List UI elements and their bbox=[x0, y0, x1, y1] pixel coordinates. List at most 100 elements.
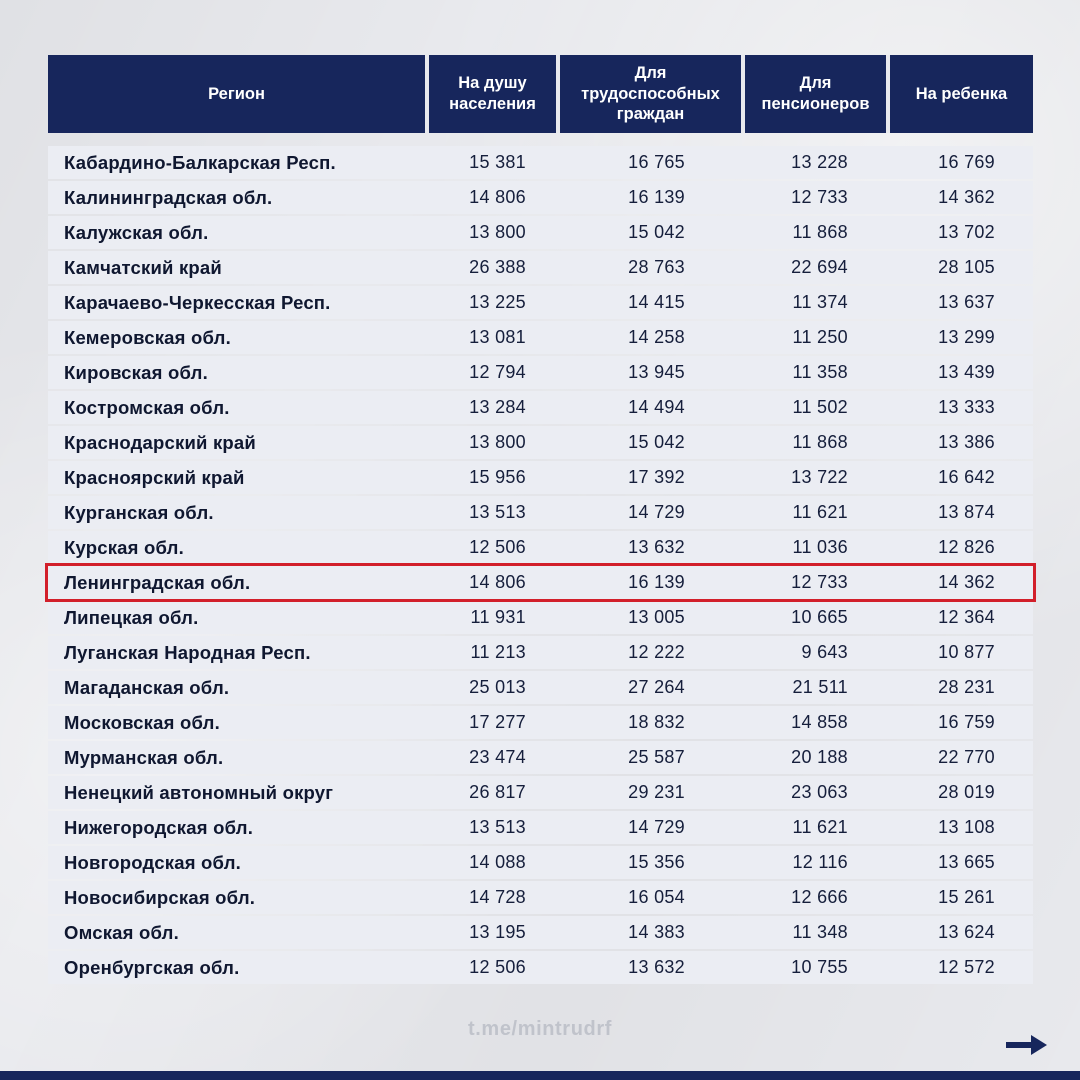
value-cell: 13 333 bbox=[938, 397, 995, 417]
value-cell: 13 386 bbox=[938, 432, 995, 452]
value-cell: 18 832 bbox=[628, 712, 685, 732]
value-cell: 14 728 bbox=[469, 887, 526, 907]
table-row-highlighted: Ленинградская обл. 14 806 16 139 12 733 14 3… bbox=[48, 566, 1033, 599]
region-name: Мурманская обл. bbox=[64, 746, 224, 768]
value-cell: 14 806 bbox=[469, 572, 526, 592]
value-cell: 10 665 bbox=[791, 607, 848, 627]
table-row: Липецкая обл. 11 931 13 005 10 665 12 364 bbox=[48, 601, 1033, 634]
next-arrow-icon[interactable] bbox=[1004, 1034, 1048, 1056]
value-cell: 22 770 bbox=[938, 747, 995, 767]
subsistence-minimum-table: Регион На душу населения Для трудоспособ… bbox=[48, 55, 1033, 986]
value-cell: 13 637 bbox=[938, 292, 995, 312]
value-cell: 29 231 bbox=[628, 782, 685, 802]
value-cell: 13 299 bbox=[938, 327, 995, 347]
region-name: Краснодарский край bbox=[64, 431, 256, 453]
value-cell: 14 729 bbox=[628, 817, 685, 837]
value-cell: 16 759 bbox=[938, 712, 995, 732]
value-cell: 22 694 bbox=[791, 257, 848, 277]
value-cell: 16 765 bbox=[628, 152, 685, 172]
value-cell: 12 826 bbox=[938, 537, 995, 557]
column-header-region: Регион bbox=[48, 55, 425, 133]
region-name: Камчатский край bbox=[64, 256, 222, 278]
value-cell: 14 806 bbox=[469, 187, 526, 207]
table-body: Кабардино-Балкарская Респ. 15 381 16 765 13… bbox=[48, 146, 1033, 984]
value-cell: 16 054 bbox=[628, 887, 685, 907]
region-name: Липецкая обл. bbox=[64, 606, 199, 628]
table-row: Курская обл. 12 506 13 632 11 036 12 826 bbox=[48, 531, 1033, 564]
value-cell: 11 348 bbox=[792, 922, 848, 942]
region-name: Магаданская обл. bbox=[64, 676, 230, 698]
table-row: Краснодарский край 13 800 15 042 11 868 13 3… bbox=[48, 426, 1033, 459]
value-cell: 14 258 bbox=[628, 327, 685, 347]
value-cell: 11 621 bbox=[792, 817, 848, 837]
value-cell: 25 013 bbox=[469, 677, 526, 697]
region-name: Костромская обл. bbox=[64, 396, 230, 418]
region-name: Калужская обл. bbox=[64, 221, 209, 243]
region-name: Курская обл. bbox=[64, 536, 184, 558]
region-name: Красноярский край bbox=[64, 466, 245, 488]
value-cell: 11 036 bbox=[792, 537, 848, 557]
value-cell: 13 081 bbox=[469, 327, 526, 347]
value-cell: 20 188 bbox=[791, 747, 848, 767]
value-cell: 12 572 bbox=[938, 957, 995, 977]
table-row: Костромская обл. 13 284 14 494 11 502 13 333 bbox=[48, 391, 1033, 424]
value-cell: 13 284 bbox=[469, 397, 526, 417]
bottom-accent-bar bbox=[0, 1071, 1080, 1080]
region-name: Новгородская обл. bbox=[64, 851, 241, 873]
value-cell: 13 108 bbox=[938, 817, 995, 837]
value-cell: 15 956 bbox=[469, 467, 526, 487]
value-cell: 12 666 bbox=[791, 887, 848, 907]
column-header-child: На ребенка bbox=[886, 55, 1033, 133]
table-row: Московская обл. 17 277 18 832 14 858 16 759 bbox=[48, 706, 1033, 739]
value-cell: 15 042 bbox=[628, 222, 685, 242]
value-cell: 14 362 bbox=[938, 572, 995, 592]
table-row: Новгородская обл. 14 088 15 356 12 116 13 66… bbox=[48, 846, 1033, 879]
value-cell: 27 264 bbox=[628, 677, 685, 697]
value-cell: 14 494 bbox=[628, 397, 685, 417]
value-cell: 12 364 bbox=[938, 607, 995, 627]
table-row: Нижегородская обл. 13 513 14 729 11 621 13 1… bbox=[48, 811, 1033, 844]
value-cell: 14 858 bbox=[791, 712, 848, 732]
value-cell: 13 945 bbox=[628, 362, 685, 382]
value-cell: 11 374 bbox=[792, 292, 848, 312]
column-header-per-capita: На душу населения bbox=[425, 55, 556, 133]
value-cell: 13 439 bbox=[938, 362, 995, 382]
value-cell: 13 702 bbox=[938, 222, 995, 242]
value-cell: 28 105 bbox=[938, 257, 995, 277]
value-cell: 12 506 bbox=[469, 957, 526, 977]
value-cell: 11 621 bbox=[792, 502, 848, 522]
value-cell: 14 415 bbox=[628, 292, 685, 312]
value-cell: 14 729 bbox=[628, 502, 685, 522]
table-row: Кировская обл. 12 794 13 945 11 358 13 439 bbox=[48, 356, 1033, 389]
region-name: Карачаево-Черкесская Респ. bbox=[64, 291, 331, 313]
region-name: Московская обл. bbox=[64, 711, 220, 733]
region-name: Луганская Народная Респ. bbox=[64, 641, 311, 663]
value-cell: 11 868 bbox=[792, 222, 848, 242]
value-cell: 13 632 bbox=[628, 957, 685, 977]
value-cell: 13 632 bbox=[628, 537, 685, 557]
value-cell: 14 362 bbox=[938, 187, 995, 207]
value-cell: 11 213 bbox=[470, 642, 526, 662]
value-cell: 13 225 bbox=[469, 292, 526, 312]
value-cell: 23 474 bbox=[469, 747, 526, 767]
table-row: Калининградская обл. 14 806 16 139 12 733 14… bbox=[48, 181, 1033, 214]
value-cell: 9 643 bbox=[801, 642, 848, 662]
value-cell: 14 383 bbox=[628, 922, 685, 942]
value-cell: 13 665 bbox=[938, 852, 995, 872]
value-cell: 11 358 bbox=[792, 362, 848, 382]
column-header-working-age: Для трудоспособных граждан bbox=[556, 55, 741, 133]
value-cell: 12 222 bbox=[628, 642, 685, 662]
value-cell: 13 800 bbox=[469, 222, 526, 242]
value-cell: 15 042 bbox=[628, 432, 685, 452]
table-row: Новосибирская обл. 14 728 16 054 12 666 15 2… bbox=[48, 881, 1033, 914]
table-row: Калужская обл. 13 800 15 042 11 868 13 702 bbox=[48, 216, 1033, 249]
telegram-link[interactable]: t.me/mintrudrf bbox=[468, 1018, 612, 1040]
value-cell: 11 868 bbox=[792, 432, 848, 452]
value-cell: 13 800 bbox=[469, 432, 526, 452]
table-row: Магаданская обл. 25 013 27 264 21 511 28 231 bbox=[48, 671, 1033, 704]
region-name: Новосибирская обл. bbox=[64, 886, 256, 908]
value-cell: 28 019 bbox=[938, 782, 995, 802]
region-name: Калининградская обл. bbox=[64, 186, 273, 208]
value-cell: 25 587 bbox=[628, 747, 685, 767]
value-cell: 13 228 bbox=[791, 152, 848, 172]
